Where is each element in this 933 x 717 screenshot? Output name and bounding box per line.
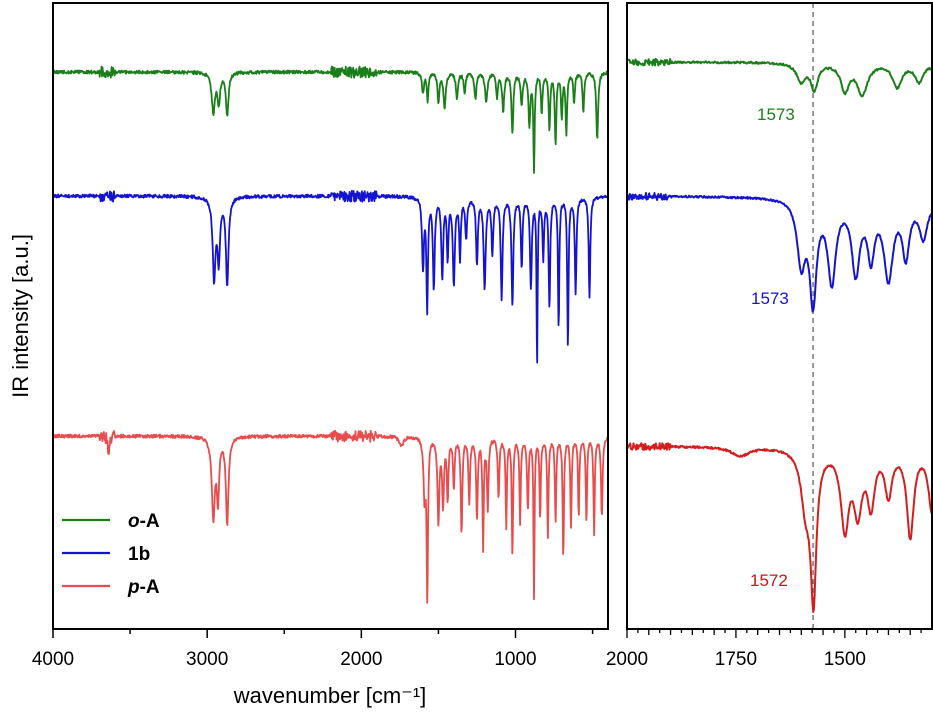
series-line-1b-full (53, 189, 608, 364)
legend-prefix-oA: o (128, 511, 140, 532)
y-axis-title: IR intensity [a.u.] (8, 234, 33, 398)
right-tick-label: 1750 (715, 649, 757, 670)
legend-entry-oA: o-A (62, 511, 160, 532)
legend-label-pA: p-A (127, 577, 160, 598)
right-x-ticks (626, 629, 922, 638)
legend-prefix-pA: p (127, 577, 140, 598)
right-tick-label: 1500 (824, 649, 866, 670)
left-x-ticks (52, 629, 594, 638)
series-line-p-A-full (53, 429, 608, 604)
left-curves (53, 65, 608, 604)
left-tick-label: 1000 (494, 649, 536, 670)
legend-label-1b: 1b (128, 544, 150, 565)
left-tick-label: 3000 (186, 649, 228, 670)
right-plot-frame (626, 2, 933, 630)
x-axis-title: wavenumber [cm⁻¹] (233, 683, 427, 708)
series-line-o-A-full (53, 65, 608, 174)
legend-label-oA: o-A (128, 511, 160, 532)
left-x-tick-labels: 4000 3000 2000 1000 (32, 649, 537, 670)
legend-suffix-pA: -A (140, 577, 160, 598)
left-tick-label: 4000 (32, 649, 74, 670)
left-panel: 4000 3000 2000 1000 (32, 2, 609, 670)
right-curves (627, 57, 932, 613)
legend: o-A 1b p-A (62, 511, 160, 598)
left-plot-frame (52, 2, 609, 630)
right-tick-label: 2000 (606, 649, 648, 670)
peak-label-1b: 1573 (751, 289, 789, 308)
legend-entry-pA: p-A (62, 577, 160, 598)
peak-label-pA: 1572 (750, 571, 788, 590)
series-line-1b-zoom (627, 192, 932, 313)
series-line-o-A-zoom (627, 57, 932, 98)
right-x-tick-labels: 2000 1750 1500 (606, 649, 866, 670)
peak-label-oA: 1573 (757, 105, 795, 124)
legend-suffix-oA: -A (140, 511, 160, 532)
left-tick-label: 2000 (340, 649, 382, 670)
series-line-p-A-zoom (627, 442, 932, 613)
right-panel: 2000 1750 1500 1573 1573 1572 (606, 2, 933, 670)
legend-entry-1b: 1b (62, 544, 150, 565)
